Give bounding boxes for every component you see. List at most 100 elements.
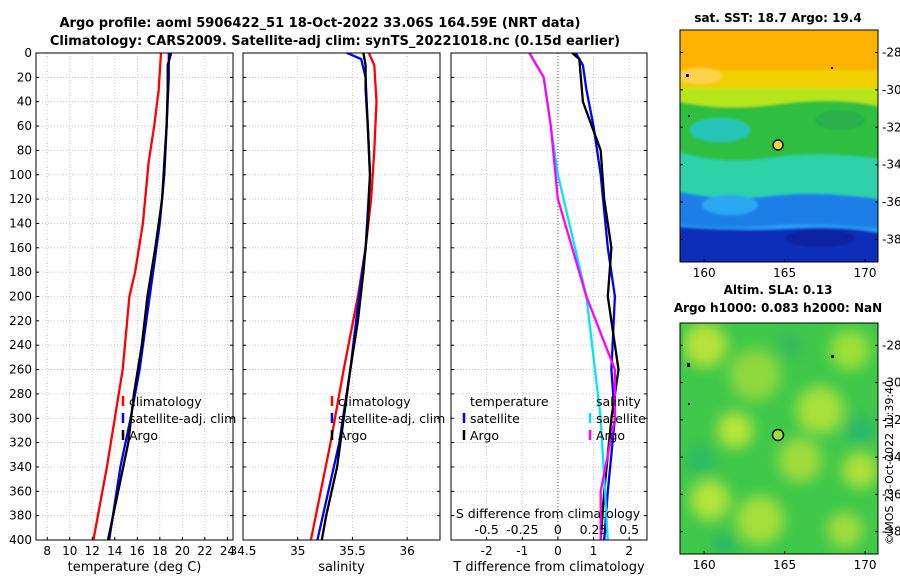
x-axis-label: salinity xyxy=(318,560,365,575)
sla-map-axes: -28 -30 -32 -34 -36 -38 160 165 170 xyxy=(680,338,900,572)
x-tick-label: 18 xyxy=(152,544,167,558)
y-tick-label: 220 xyxy=(9,314,32,328)
x-tick-label: 2 xyxy=(625,544,633,558)
s-tick-label: 0 xyxy=(554,522,562,537)
y-tick-label: 160 xyxy=(9,241,32,255)
sst-argo-marker xyxy=(772,139,784,151)
series-climatology xyxy=(92,52,163,541)
x-tick-label: 35.5 xyxy=(339,544,366,558)
s-tick-label: -0.5 xyxy=(474,522,498,537)
sla-map xyxy=(680,323,878,554)
map-x-tick-label: 165 xyxy=(773,558,796,572)
diff-salinity-legend-label: satellite xyxy=(596,411,646,426)
figure-title-line2: Climatology: CARS2009. Satellite-adj cli… xyxy=(50,34,620,49)
x-tick-label: 10 xyxy=(62,544,77,558)
y-tick-label: 260 xyxy=(9,363,32,377)
x-tick-label: 16 xyxy=(130,544,145,558)
sst-map-frame xyxy=(679,29,879,263)
salinity-legend-label: satellite-adj. clim xyxy=(338,411,445,426)
diff-temperature-legend-label: satellite xyxy=(470,411,520,426)
map-x-tick-label: 160 xyxy=(693,266,716,280)
map-x-tick-label: 160 xyxy=(693,558,716,572)
map-y-tick-label: -34 xyxy=(882,158,900,172)
x-axis-label: T difference from climatology xyxy=(452,560,645,575)
temperature-legend-label: Argo xyxy=(129,428,158,443)
map-x-tick-label: 170 xyxy=(854,266,877,280)
y-tick-label: 280 xyxy=(9,387,32,401)
map-y-tick-label: -36 xyxy=(882,487,900,501)
map-y-tick-label: -28 xyxy=(882,338,900,352)
y-tick-label: 360 xyxy=(9,484,32,498)
y-tick-label: 300 xyxy=(9,411,32,425)
series-argo xyxy=(106,52,173,541)
plot-frame xyxy=(450,52,648,541)
y-tick-label: 120 xyxy=(9,192,32,206)
x-tick-label: 12 xyxy=(85,544,100,558)
map-y-tick-label: -32 xyxy=(882,120,900,134)
map-y-tick-label: -38 xyxy=(882,233,900,247)
series-s-argo xyxy=(528,52,617,540)
y-tick-label: 60 xyxy=(17,119,32,133)
y-tick-label: 400 xyxy=(9,533,32,547)
diff-salinity-legend-label: salinity xyxy=(596,394,641,409)
x-tick-label: 36 xyxy=(400,544,415,558)
y-tick-label: 20 xyxy=(17,70,32,84)
sla-map-frame xyxy=(679,322,879,555)
map-y-tick-label: -30 xyxy=(882,83,900,97)
sla-map-title-line1: Altim. SLA: 0.13 xyxy=(724,283,833,297)
map-y-tick-label: -32 xyxy=(882,413,900,427)
y-tick-label: 140 xyxy=(9,216,32,230)
salinity-legend-label: Argo xyxy=(338,428,367,443)
temperature-legend-label: satellite-adj. clim xyxy=(129,411,236,426)
series-argo xyxy=(320,52,372,541)
series-t-satellite xyxy=(574,52,617,541)
map-y-tick-label: -36 xyxy=(882,195,900,209)
y-tick-label: 80 xyxy=(17,143,32,157)
map-y-tick-label: -30 xyxy=(882,376,900,390)
x-axis-label: temperature (deg C) xyxy=(68,560,202,575)
salinity-panel: 34.5 35 35.5 36 salinity climatology satellite… xyxy=(230,51,445,575)
x-tick-label: 24 xyxy=(220,544,235,558)
x-tick-label: 14 xyxy=(107,544,122,558)
s-tick-label: 0.25 xyxy=(580,522,608,537)
x-tick-label: 22 xyxy=(197,544,212,558)
map-y-tick-label: -28 xyxy=(882,45,900,59)
y-tick-label: 340 xyxy=(9,460,32,474)
x-tick-label: 34.5 xyxy=(230,544,257,558)
x-tick-label: 20 xyxy=(175,544,190,558)
difference-panel: -2 -1 0 1 2 T difference from climatology temp… xyxy=(450,52,648,575)
diff-salinity-legend-label: Argo xyxy=(596,428,625,443)
temperature-legend-label: climatology xyxy=(129,394,202,409)
map-x-tick-label: 165 xyxy=(773,266,796,280)
y-tick-label: 380 xyxy=(9,509,32,523)
y-tick-label: 200 xyxy=(9,290,32,304)
y-tick-label: 240 xyxy=(9,338,32,352)
sla-map-title-line2: Argo h1000: 0.083 h2000: NaN xyxy=(674,301,882,315)
y-tick-label: 180 xyxy=(9,265,32,279)
map-y-tick-label: -34 xyxy=(882,450,900,464)
y-tick-label: 100 xyxy=(9,168,32,182)
x-tick-label: 0 xyxy=(554,544,562,558)
diff-temperature-legend-label: temperature xyxy=(470,394,549,409)
x-tick-label: 35 xyxy=(290,544,305,558)
sst-map xyxy=(680,30,878,262)
sst-map-axes: -28 -30 -32 -34 -36 -38 160 165 170 xyxy=(680,45,900,280)
plot-frame xyxy=(242,52,441,541)
x-tick-label: 8 xyxy=(43,544,51,558)
temperature-panel: 0 20 40 60 80 100 120 140 160 180 200 220 240 260 280 3… xyxy=(9,46,236,575)
figure-title-line1: Argo profile: aoml 5906422_51 18-Oct-202… xyxy=(60,16,581,31)
y-tick-label: 320 xyxy=(9,436,32,450)
x-tick-label: -1 xyxy=(516,544,528,558)
plot-frame xyxy=(35,52,234,541)
s-difference-label: S difference from climatology xyxy=(456,506,641,521)
s-tick-label: -0.25 xyxy=(506,522,538,537)
y-tick-label: 40 xyxy=(17,95,32,109)
salinity-legend-label: climatology xyxy=(338,394,411,409)
map-x-tick-label: 170 xyxy=(854,558,877,572)
imos-credit: ©IMOS 23-Oct-2022 11:39:40 xyxy=(883,380,896,545)
diff-temperature-legend-label: Argo xyxy=(470,428,499,443)
sst-map-title: sat. SST: 18.7 Argo: 19.4 xyxy=(694,11,861,25)
x-tick-label: -2 xyxy=(481,544,493,558)
x-tick-label: 1 xyxy=(590,544,598,558)
